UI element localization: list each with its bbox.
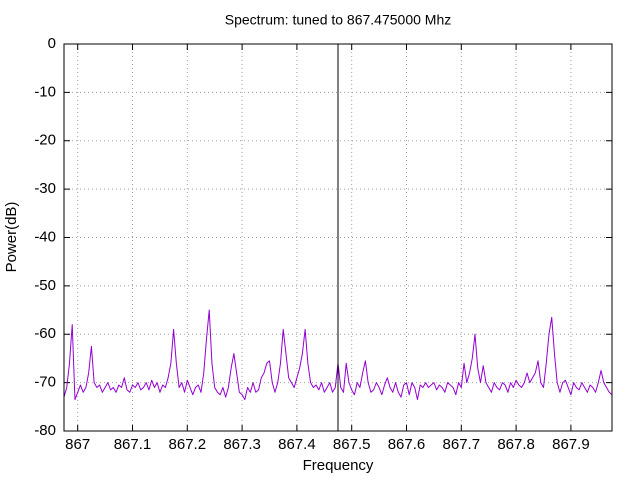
y-tick-label: 0 — [48, 35, 56, 52]
x-tick-label: 867.8 — [497, 436, 535, 453]
y-tick-label: -60 — [34, 325, 56, 342]
x-tick-label: 867.6 — [388, 436, 426, 453]
y-tick-label: -30 — [34, 180, 56, 197]
y-tick-label: -70 — [34, 374, 56, 391]
x-tick-label: 867.1 — [114, 436, 152, 453]
x-axis-label: Frequency — [303, 457, 374, 474]
x-tick-label: 867.4 — [278, 436, 316, 453]
y-tick-label: -20 — [34, 132, 56, 149]
y-tick-label: -50 — [34, 277, 56, 294]
x-tick-label: 867.7 — [443, 436, 481, 453]
chart-title: Spectrum: tuned to 867.475000 Mhz — [225, 12, 451, 28]
plot-border — [63, 43, 613, 432]
y-tick-label: -40 — [34, 228, 56, 245]
y-tick-label: -80 — [34, 422, 56, 439]
x-tick-label: 867.3 — [223, 436, 261, 453]
x-tick-label: 867.2 — [169, 436, 207, 453]
y-axis-label: Power(dB) — [3, 202, 20, 273]
x-tick-label: 867 — [65, 436, 90, 453]
x-tick-label: 867.9 — [552, 436, 590, 453]
x-tick-label: 867.5 — [333, 436, 371, 453]
y-tick-label: -10 — [34, 83, 56, 100]
